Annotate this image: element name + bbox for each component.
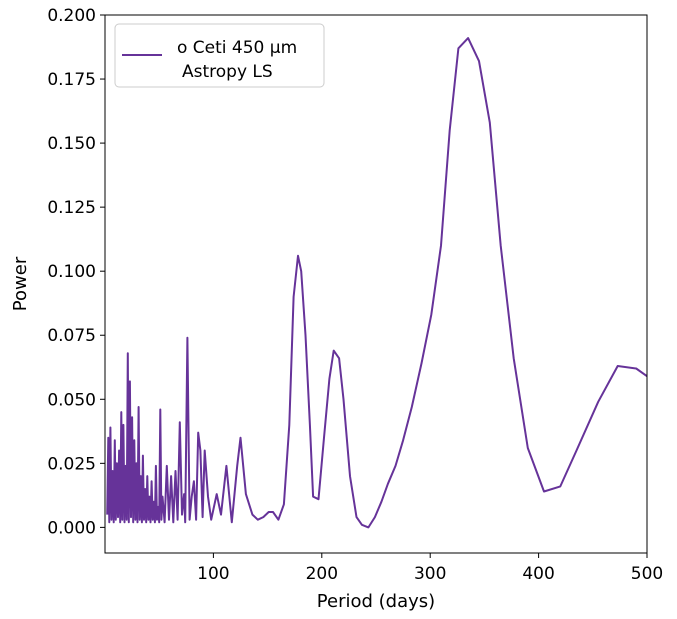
legend-series-label-line1: o Ceti 450 μm [177,38,297,58]
y-tick-label: 0.100 [47,262,96,282]
x-tick-label: 100 [197,564,229,584]
x-tick-label: 500 [631,564,663,584]
legend-box [114,23,325,88]
x-tick-label: 200 [306,564,338,584]
y-tick-label: 0.025 [47,454,96,474]
series-line [106,37,648,529]
y-tick-label: 0.125 [47,198,96,218]
x-tick-label: 400 [522,564,554,584]
y-tick-label: 0.075 [47,326,96,346]
y-tick-label: 0.000 [47,518,96,538]
legend: o Ceti 450 μm Astropy LS [114,23,325,88]
y-axis-ticks: 0.000 0.025 0.050 0.075 0.100 0.125 0.150 0.175… [47,6,105,538]
y-axis-label: Power [10,256,31,311]
legend-series-label-line2: Astropy LS [182,62,273,82]
y-tick-label: 0.175 [47,70,96,90]
x-tick-label: 300 [414,564,446,584]
x-axis-ticks: 100 200 300 400 500 [197,553,663,584]
x-axis-label: Period (days) [317,591,435,612]
y-tick-label: 0.150 [47,134,96,154]
plot-frame [104,14,648,554]
y-tick-label: 0.200 [47,6,96,26]
y-tick-label: 0.050 [47,390,96,410]
